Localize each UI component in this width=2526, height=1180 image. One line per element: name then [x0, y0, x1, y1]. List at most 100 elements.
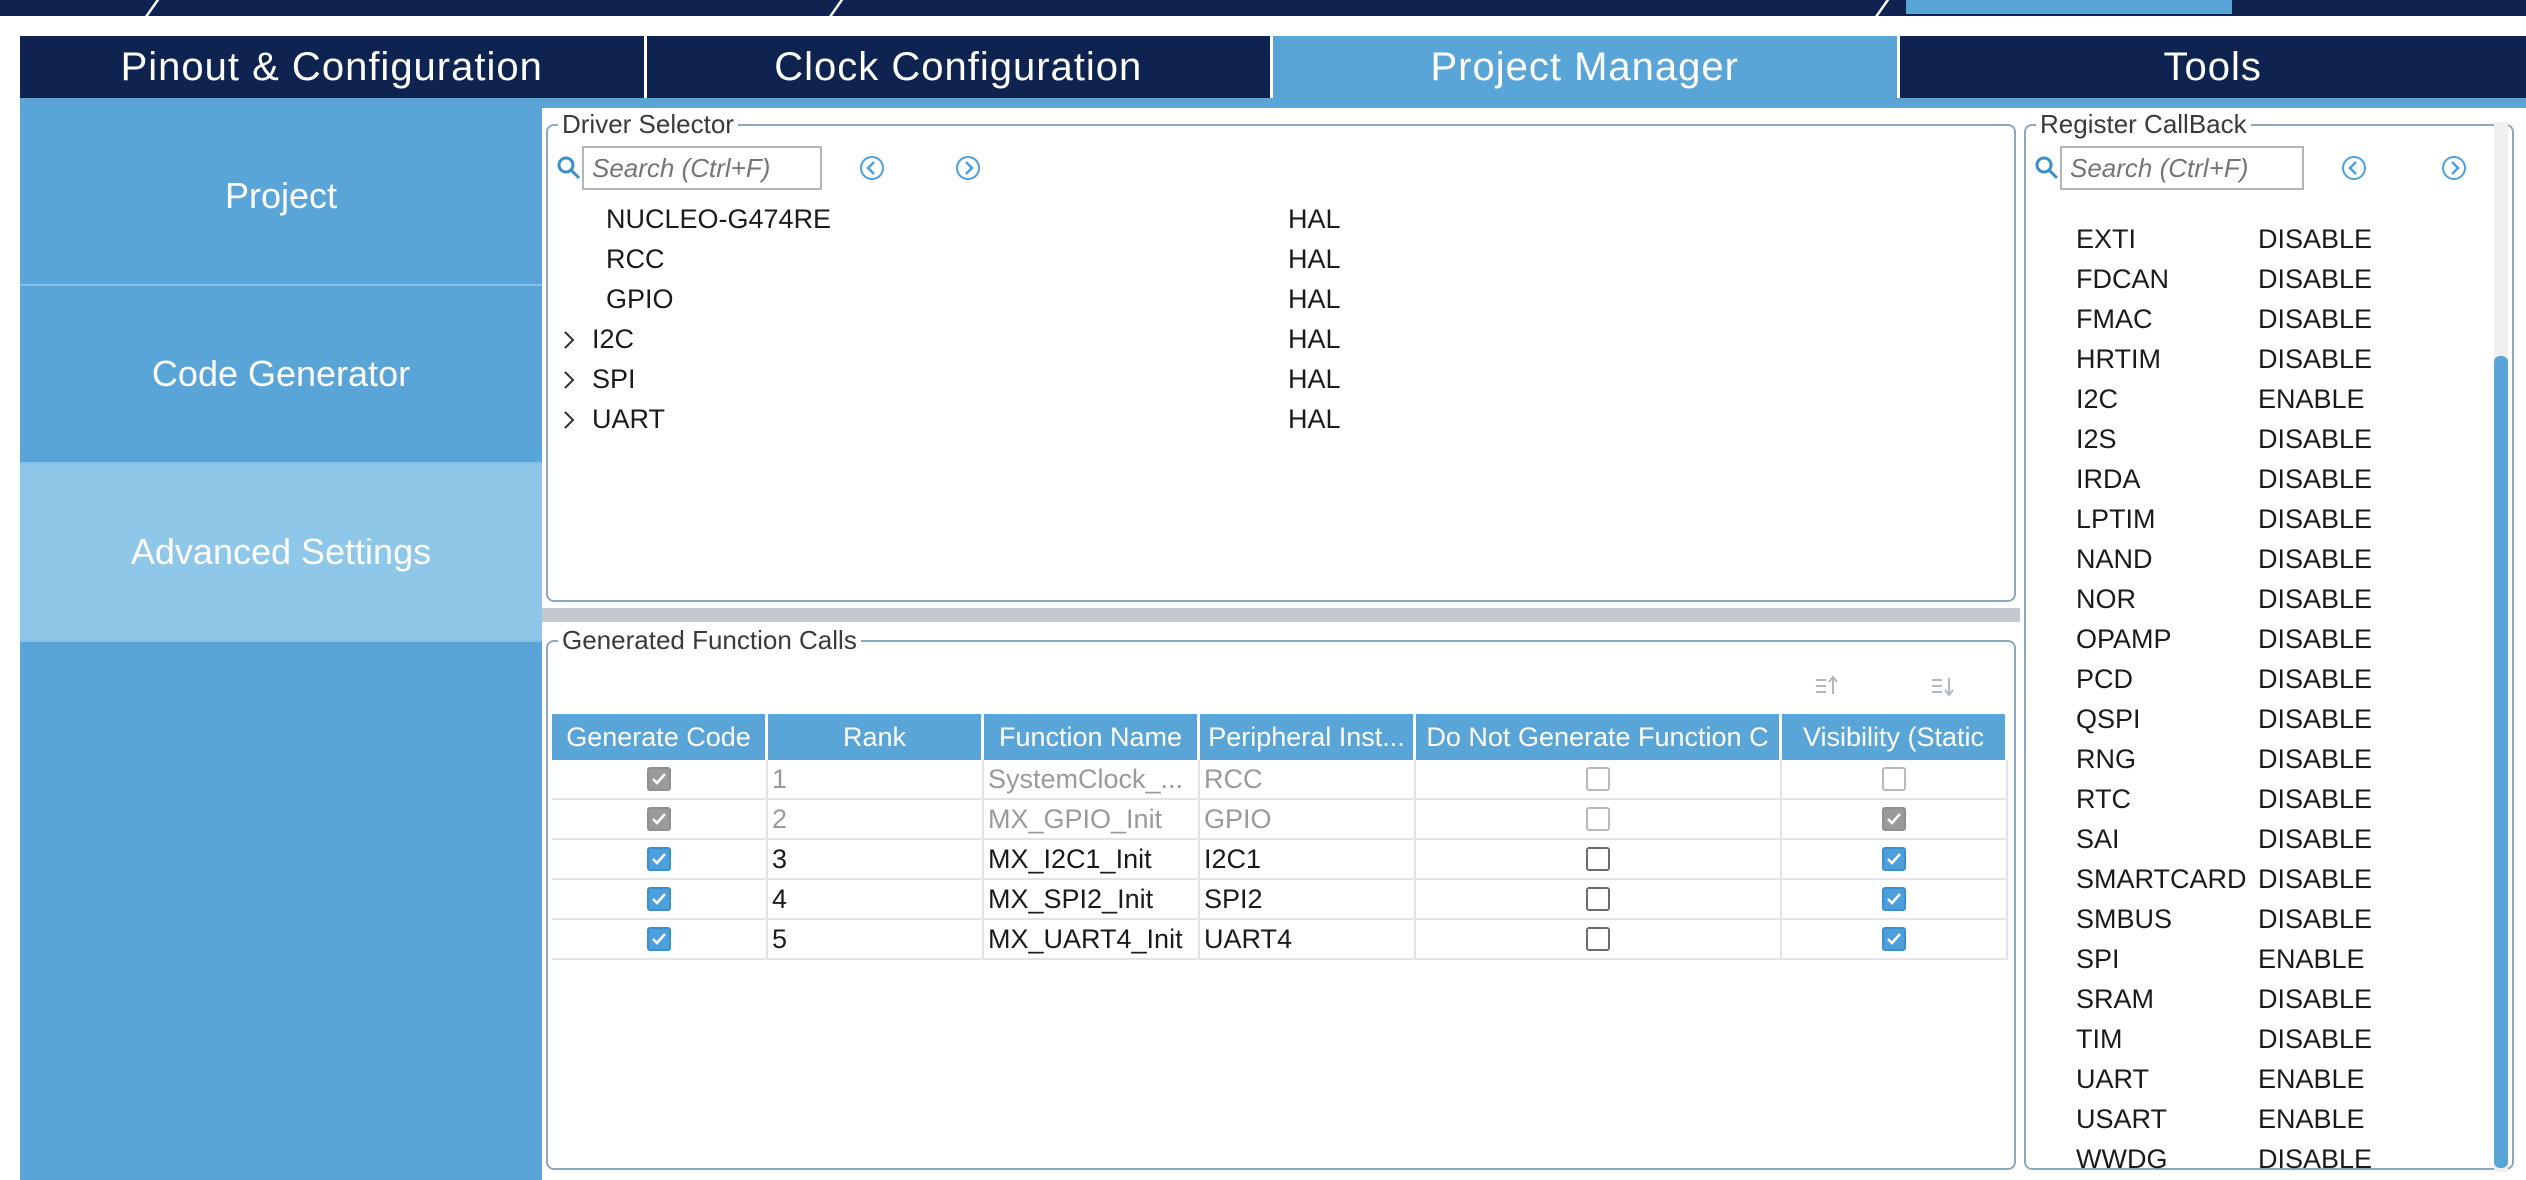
callback-value[interactable]: DISABLE	[2258, 704, 2373, 734]
column-header-rank[interactable]: Rank	[768, 714, 984, 760]
previous-match-icon[interactable]	[858, 154, 886, 182]
callback-value[interactable]: DISABLE	[2258, 544, 2373, 574]
visibility-checkbox[interactable]	[1882, 927, 1906, 951]
visibility-checkbox[interactable]	[1882, 807, 1906, 831]
driver-row[interactable]: GPIO HAL	[548, 280, 2008, 320]
table-row[interactable]: 2 MX_GPIO_Init GPIO	[552, 800, 2008, 840]
chevron-right-icon[interactable]	[560, 408, 578, 432]
do-not-generate-checkbox[interactable]	[1586, 847, 1610, 871]
table-row[interactable]: 1 SystemClock_... RCC	[552, 760, 2008, 800]
generate-code-checkbox[interactable]	[647, 767, 671, 791]
visibility-checkbox[interactable]	[1882, 847, 1906, 871]
nav-item-advanced-settings[interactable]: Advanced Settings	[20, 464, 542, 642]
callback-value[interactable]: DISABLE	[2258, 344, 2373, 374]
move-up-icon[interactable]	[1812, 672, 1840, 700]
do-not-generate-checkbox[interactable]	[1586, 767, 1610, 791]
next-match-icon[interactable]	[2440, 154, 2468, 182]
chevron-right-icon[interactable]	[560, 328, 578, 352]
tab-clock-configuration[interactable]: Clock Configuration	[646, 36, 1273, 98]
generate-code-checkbox[interactable]	[647, 807, 671, 831]
callback-value[interactable]: DISABLE	[2258, 504, 2373, 534]
column-header-function-name[interactable]: Function Name	[984, 714, 1200, 760]
table-row[interactable]: 3 MX_I2C1_Init I2C1	[552, 840, 2008, 880]
callback-value[interactable]: DISABLE	[2258, 1024, 2373, 1054]
driver-row[interactable]: UART HAL	[548, 400, 2008, 440]
column-header-do-not-generate[interactable]: Do Not Generate Function C	[1416, 714, 1782, 760]
callback-row[interactable]: FMAC DISABLE	[2026, 298, 2486, 338]
callback-value[interactable]: DISABLE	[2258, 264, 2373, 294]
callback-row[interactable]: OPAMP DISABLE	[2026, 618, 2486, 658]
callback-row[interactable]: IRDA DISABLE	[2026, 458, 2486, 498]
callback-row[interactable]: WWDG DISABLE	[2026, 1138, 2486, 1178]
callback-value[interactable]: DISABLE	[2258, 744, 2373, 774]
callback-value[interactable]: DISABLE	[2258, 584, 2373, 614]
callback-value[interactable]: ENABLE	[2258, 1064, 2365, 1094]
callback-value[interactable]: DISABLE	[2258, 624, 2373, 654]
driver-row[interactable]: NUCLEO-G474RE HAL	[548, 200, 2008, 240]
table-row[interactable]: 5 MX_UART4_Init UART4	[552, 920, 2008, 960]
driver-row[interactable]: RCC HAL	[548, 240, 2008, 280]
generate-code-checkbox[interactable]	[647, 887, 671, 911]
callback-row[interactable]: EXTI DISABLE	[2026, 218, 2486, 258]
callback-value[interactable]: DISABLE	[2258, 224, 2373, 254]
callback-row[interactable]: UART ENABLE	[2026, 1058, 2486, 1098]
column-header-generate-code[interactable]: Generate Code	[552, 714, 768, 760]
table-row[interactable]: 4 MX_SPI2_Init SPI2	[552, 880, 2008, 920]
callback-row[interactable]: HRTIM DISABLE	[2026, 338, 2486, 378]
generate-code-checkbox[interactable]	[647, 847, 671, 871]
visibility-checkbox[interactable]	[1882, 887, 1906, 911]
callback-row[interactable]: NOR DISABLE	[2026, 578, 2486, 618]
callback-row[interactable]: SMBUS DISABLE	[2026, 898, 2486, 938]
generate-code-checkbox[interactable]	[647, 927, 671, 951]
callback-value[interactable]: DISABLE	[2258, 864, 2373, 894]
callback-value[interactable]: DISABLE	[2258, 904, 2373, 934]
callback-value[interactable]: DISABLE	[2258, 304, 2373, 334]
callback-row[interactable]: TIM DISABLE	[2026, 1018, 2486, 1058]
callback-value[interactable]: ENABLE	[2258, 1104, 2365, 1134]
callback-row[interactable]: PCD DISABLE	[2026, 658, 2486, 698]
driver-row[interactable]: I2C HAL	[548, 320, 2008, 360]
callback-value[interactable]: DISABLE	[2258, 464, 2373, 494]
do-not-generate-checkbox[interactable]	[1586, 807, 1610, 831]
callback-value[interactable]: DISABLE	[2258, 664, 2373, 694]
callback-row[interactable]: FDCAN DISABLE	[2026, 258, 2486, 298]
callback-row[interactable]: SRAM DISABLE	[2026, 978, 2486, 1018]
callback-row[interactable]: QSPI DISABLE	[2026, 698, 2486, 738]
callback-row[interactable]: RTC DISABLE	[2026, 778, 2486, 818]
callback-row[interactable]: SAI DISABLE	[2026, 818, 2486, 858]
callback-value[interactable]: ENABLE	[2258, 944, 2365, 974]
column-header-visibility[interactable]: Visibility (Static	[1782, 714, 2008, 760]
tab-project-manager[interactable]: Project Manager	[1273, 36, 1900, 98]
callback-row[interactable]: I2C ENABLE	[2026, 378, 2486, 418]
callback-value[interactable]: DISABLE	[2258, 424, 2373, 454]
callback-scrollbar-thumb[interactable]	[2494, 356, 2508, 1168]
panel-splitter[interactable]	[542, 608, 2020, 622]
previous-match-icon[interactable]	[2340, 154, 2368, 182]
do-not-generate-checkbox[interactable]	[1586, 927, 1610, 951]
callback-value[interactable]: DISABLE	[2258, 984, 2373, 1014]
breadcrumb-active-segment[interactable]	[1906, 0, 2232, 14]
callback-row[interactable]: USART ENABLE	[2026, 1098, 2486, 1138]
callback-row[interactable]: RNG DISABLE	[2026, 738, 2486, 778]
callback-value[interactable]: ENABLE	[2258, 384, 2365, 414]
callback-row[interactable]: SPI ENABLE	[2026, 938, 2486, 978]
next-match-icon[interactable]	[954, 154, 982, 182]
callback-row[interactable]: SMARTCARD DISABLE	[2026, 858, 2486, 898]
callback-value[interactable]: DISABLE	[2258, 784, 2373, 814]
visibility-checkbox[interactable]	[1882, 767, 1906, 791]
move-down-icon[interactable]	[1928, 672, 1956, 700]
nav-item-code-generator[interactable]: Code Generator	[20, 286, 542, 464]
tab-tools[interactable]: Tools	[1899, 36, 2526, 98]
do-not-generate-checkbox[interactable]	[1586, 887, 1610, 911]
callback-search-input[interactable]	[2060, 146, 2304, 190]
nav-item-project[interactable]: Project	[20, 108, 542, 286]
callback-value[interactable]: DISABLE	[2258, 824, 2373, 854]
driver-search-input[interactable]	[582, 146, 822, 190]
tab-pinout-configuration[interactable]: Pinout & Configuration	[20, 36, 647, 98]
column-header-peripheral-instance[interactable]: Peripheral Inst...	[1200, 714, 1416, 760]
driver-row[interactable]: SPI HAL	[548, 360, 2008, 400]
callback-row[interactable]: LPTIM DISABLE	[2026, 498, 2486, 538]
chevron-right-icon[interactable]	[560, 368, 578, 392]
callback-row[interactable]: I2S DISABLE	[2026, 418, 2486, 458]
callback-row[interactable]: NAND DISABLE	[2026, 538, 2486, 578]
